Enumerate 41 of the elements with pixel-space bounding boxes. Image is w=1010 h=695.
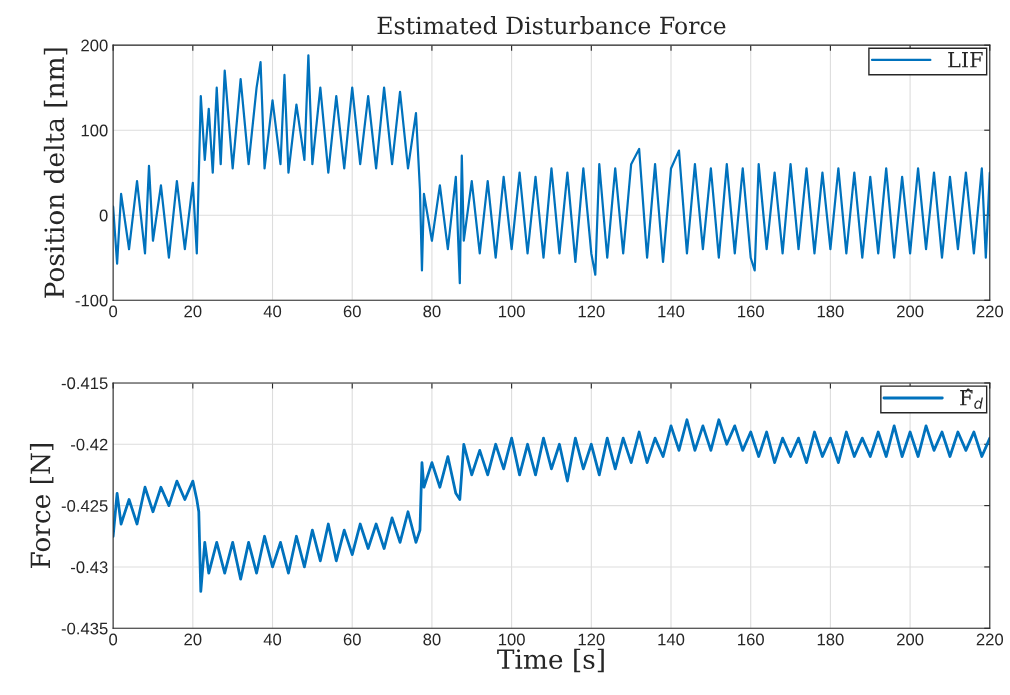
x-tick-label: 80 (423, 305, 441, 318)
x-tick-label: 60 (343, 633, 361, 646)
y-tick-label: -0.435 (61, 622, 108, 635)
x-tick-label: 80 (423, 633, 441, 646)
y-tick-label: -0.415 (61, 377, 108, 390)
x-tick-label: 180 (817, 633, 844, 646)
x-tick-label: 100 (498, 633, 525, 646)
line-series (113, 54, 990, 285)
y-tick-label: 0 (99, 209, 108, 222)
x-tick-label: 20 (184, 305, 202, 318)
x-tick-label: 160 (738, 633, 764, 646)
x-tick-label: 120 (578, 633, 605, 646)
y-tick-label: -100 (75, 294, 108, 307)
x-tick-label: 160 (738, 305, 764, 318)
x-tick-label: 180 (817, 305, 844, 318)
x-tick-label: 120 (578, 305, 605, 318)
x-tick-label: 0 (109, 305, 118, 318)
y-tick-label: -0.42 (71, 438, 108, 451)
legend-label: LIF (948, 52, 983, 68)
y-axis-title: Position delta [nm] (43, 48, 68, 298)
x-tick-label: 40 (263, 305, 282, 318)
y-axis-title: Force [N] (29, 443, 54, 569)
x-tick-label: 140 (658, 633, 685, 646)
x-tick-label: 20 (184, 633, 202, 646)
legend-label: F̂$_{d}$ (960, 388, 983, 409)
x-tick-label: 200 (897, 305, 924, 318)
chart-title: Estimated Disturbance Force (377, 16, 726, 35)
x-tick-label: 220 (976, 633, 1004, 646)
x-tick-label: 140 (658, 305, 685, 318)
x-tick-label: 60 (343, 305, 361, 318)
line-series (113, 418, 990, 593)
x-tick-label: 100 (498, 305, 525, 318)
y-tick-label: 100 (81, 124, 108, 137)
x-axis-title: Time [s] (497, 648, 604, 673)
x-tick-label: 40 (263, 633, 282, 646)
x-tick-label: 220 (976, 305, 1004, 318)
y-tick-label: 200 (81, 39, 108, 52)
x-tick-label: 0 (109, 633, 118, 646)
x-tick-label: 200 (897, 633, 924, 646)
y-tick-label: -0.43 (71, 561, 108, 574)
y-tick-label: -0.425 (61, 500, 108, 512)
